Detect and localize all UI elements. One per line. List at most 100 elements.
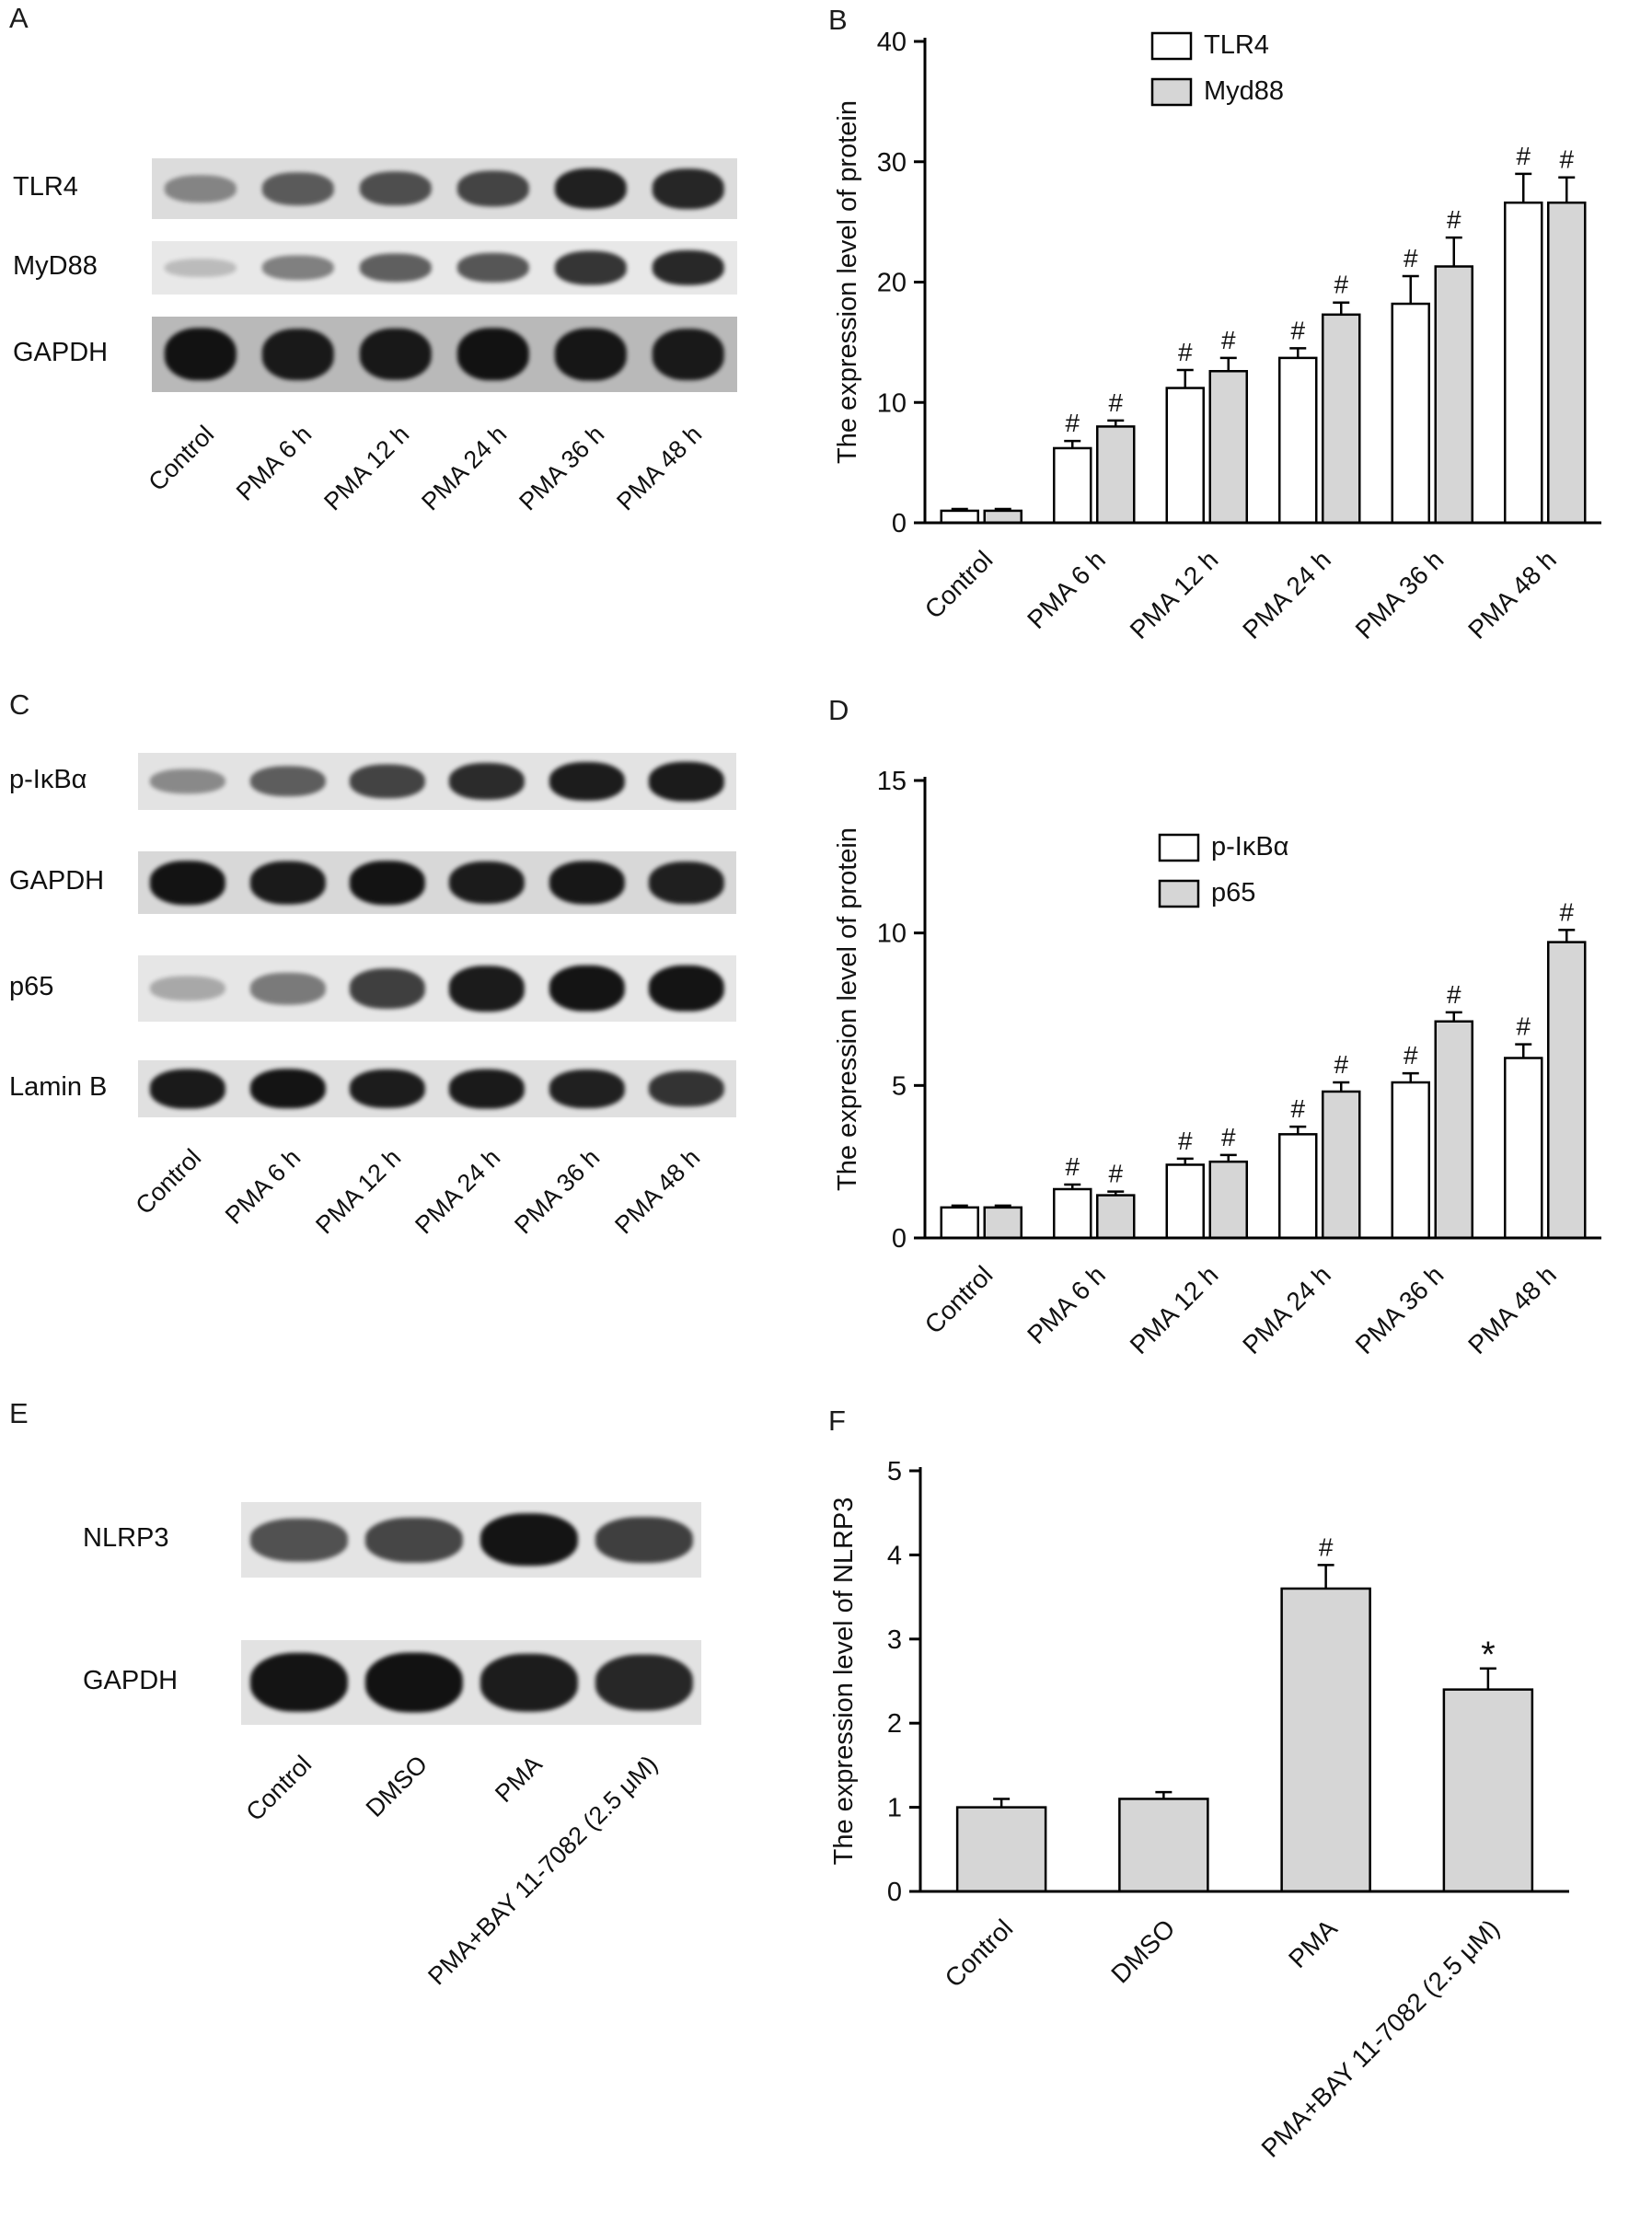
- legend-swatch: [1150, 31, 1193, 61]
- panel-d-bar-chart: Control # # PMA 6 h # # PMA 12 h # # PMA 24 h # # PM…: [833, 767, 1601, 1359]
- panel-d-letter: D: [828, 694, 849, 726]
- panel-f-bar-chart: Control DMSO#PMA*PMA+BAY 11-7082 (2.5 μM)…: [829, 1457, 1569, 2163]
- protein-band: [648, 965, 724, 1012]
- blot-strip: [241, 1640, 701, 1725]
- bar: [1322, 313, 1361, 525]
- y-tick-label: 5: [892, 1071, 907, 1101]
- bar: [940, 1206, 979, 1240]
- significance-annotation: #: [1516, 1012, 1531, 1041]
- protein-band: [149, 861, 226, 905]
- protein-band: [164, 328, 237, 381]
- protein-band: [448, 1069, 526, 1109]
- bar: [1434, 1020, 1473, 1240]
- x-tick-label: Control: [919, 545, 999, 624]
- protein-band: [249, 861, 326, 905]
- bar: [983, 1206, 1022, 1240]
- panel-c-letter: C: [9, 688, 30, 721]
- bar: [940, 509, 979, 525]
- significance-annotation: #: [1447, 205, 1461, 234]
- y-axis-label: The expression level of NLRP3: [829, 1497, 859, 1866]
- y-tick-label: 5: [887, 1457, 902, 1486]
- protein-band: [652, 329, 725, 380]
- blot-row-label: p65: [9, 972, 54, 1001]
- blot-strip: [241, 1502, 701, 1578]
- lane-label: PMA: [490, 1750, 548, 1809]
- blot-strip: [138, 955, 736, 1022]
- protein-band: [249, 766, 326, 797]
- protein-band: [249, 1518, 348, 1562]
- bar: [1442, 1688, 1534, 1893]
- x-tick-label: PMA 24 h: [1237, 1260, 1336, 1359]
- legend-swatch: [1158, 833, 1200, 862]
- y-tick-label: 40: [877, 28, 907, 57]
- protein-band: [164, 259, 237, 277]
- protein-band: [549, 965, 625, 1012]
- bar: [1096, 425, 1136, 525]
- protein-band: [349, 764, 425, 799]
- panel-b-bar-chart: Control # # PMA 6 h # # PMA 12 h # # PMA 24 h # # PM…: [833, 28, 1601, 644]
- bar: [1504, 1057, 1543, 1240]
- protein-band: [549, 1070, 625, 1108]
- significance-annotation: #: [1404, 1041, 1418, 1070]
- x-tick-label: PMA 12 h: [1125, 545, 1224, 644]
- x-tick-label: Control: [919, 1260, 999, 1339]
- x-tick-label: PMA: [1283, 1914, 1343, 1973]
- y-tick-label: 2: [887, 1709, 902, 1739]
- protein-band: [359, 171, 433, 206]
- protein-band: [249, 1652, 348, 1713]
- x-tick-label: PMA 48 h: [1462, 545, 1562, 644]
- protein-band: [448, 762, 526, 801]
- protein-band: [595, 1654, 693, 1711]
- protein-band: [595, 1517, 693, 1563]
- y-tick-label: 10: [877, 388, 907, 418]
- blot-strip: [152, 317, 737, 392]
- y-axis-label: The expression level of protein: [833, 100, 862, 464]
- protein-band: [554, 168, 628, 210]
- protein-band: [652, 168, 725, 209]
- protein-band: [359, 328, 433, 381]
- protein-band: [549, 861, 625, 905]
- legend-label: p65: [1211, 878, 1255, 908]
- significance-annotation: #: [1065, 1152, 1080, 1181]
- significance-annotation: #: [1221, 326, 1236, 354]
- bar: [1165, 1163, 1205, 1240]
- legend-label: TLR4: [1204, 30, 1269, 60]
- protein-band: [261, 255, 335, 281]
- protein-band: [349, 861, 425, 905]
- legend-label: p-IκBα: [1211, 832, 1288, 861]
- significance-annotation: #: [1559, 145, 1574, 174]
- panel-a-letter: A: [9, 2, 29, 34]
- protein-band: [349, 1069, 425, 1109]
- significance-annotation: *: [1481, 1635, 1496, 1675]
- protein-band: [648, 1070, 724, 1107]
- y-axis-label: The expression level of protein: [833, 827, 862, 1191]
- bar: [1118, 1798, 1209, 1893]
- bar: [1547, 201, 1587, 525]
- protein-band: [479, 1513, 578, 1567]
- bar: [1322, 1090, 1361, 1240]
- protein-band: [549, 761, 625, 802]
- x-tick-label: DMSO: [1105, 1914, 1180, 1988]
- legend-swatch: [1158, 879, 1200, 908]
- protein-band: [261, 172, 335, 205]
- y-tick-label: 20: [877, 269, 907, 298]
- blot-row-label: GAPDH: [13, 338, 109, 367]
- y-tick-label: 15: [877, 767, 907, 796]
- protein-band: [364, 1652, 463, 1713]
- significance-annotation: #: [1447, 980, 1461, 1009]
- protein-band: [554, 328, 628, 381]
- significance-annotation: #: [1559, 897, 1574, 926]
- bar: [1096, 1194, 1136, 1240]
- protein-band: [359, 253, 433, 283]
- protein-band: [249, 972, 326, 1005]
- protein-band: [149, 1069, 226, 1109]
- bar: [1504, 201, 1543, 525]
- significance-annotation: #: [1178, 338, 1193, 366]
- y-tick-label: 1: [887, 1794, 902, 1823]
- blot-row-label: Lamin B: [9, 1072, 108, 1102]
- y-tick-label: 3: [887, 1625, 902, 1655]
- protein-band: [261, 329, 335, 380]
- panel-f-letter: F: [828, 1405, 846, 1437]
- significance-annotation: #: [1178, 1127, 1193, 1155]
